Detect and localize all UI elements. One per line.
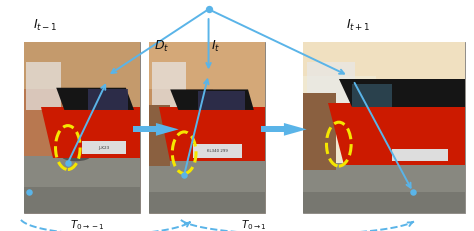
Polygon shape <box>156 123 179 136</box>
Point <box>205 7 212 11</box>
Bar <box>392 149 448 161</box>
Bar <box>26 62 61 110</box>
Polygon shape <box>339 79 465 106</box>
Bar <box>149 42 265 213</box>
Polygon shape <box>41 106 140 158</box>
Bar <box>24 187 140 213</box>
Bar <box>303 42 465 119</box>
Text: $I_{t-1}$: $I_{t-1}$ <box>33 18 58 33</box>
Text: $I_{t+1}$: $I_{t+1}$ <box>346 18 371 33</box>
Bar <box>303 76 376 170</box>
Bar <box>24 89 88 158</box>
Bar <box>149 89 213 158</box>
Text: KL340 299: KL340 299 <box>208 149 228 153</box>
Point <box>26 190 33 194</box>
Bar <box>24 156 140 213</box>
Polygon shape <box>56 88 134 110</box>
Point <box>64 161 72 165</box>
Text: $P$: $P$ <box>203 0 214 3</box>
Bar <box>303 163 465 213</box>
Polygon shape <box>159 106 265 161</box>
Bar <box>152 62 186 110</box>
Point <box>180 173 188 177</box>
Text: $T_{0\rightarrow -1}$: $T_{0\rightarrow -1}$ <box>70 218 105 231</box>
Bar <box>303 192 465 213</box>
Text: $T_{0\rightarrow 1}$: $T_{0\rightarrow 1}$ <box>241 218 266 231</box>
Bar <box>352 84 392 106</box>
Bar <box>303 89 392 158</box>
Bar <box>149 105 170 166</box>
Bar <box>307 62 355 110</box>
Point <box>409 190 417 194</box>
Polygon shape <box>284 123 307 136</box>
Bar <box>149 42 265 119</box>
Bar <box>193 144 242 158</box>
Bar <box>24 42 140 213</box>
Bar <box>303 93 336 170</box>
Text: $D_t$: $D_t$ <box>154 39 169 54</box>
Polygon shape <box>328 103 465 165</box>
Text: $I_t$: $I_t$ <box>211 39 220 54</box>
Ellipse shape <box>62 151 91 161</box>
Bar <box>82 141 126 154</box>
Bar <box>88 89 128 110</box>
Polygon shape <box>170 89 254 110</box>
Text: JLK23: JLK23 <box>98 146 109 149</box>
Bar <box>149 160 265 213</box>
Bar <box>261 127 284 132</box>
Bar <box>133 127 156 132</box>
Bar <box>303 42 465 213</box>
Bar <box>24 42 140 119</box>
Bar <box>149 192 265 213</box>
Bar <box>198 91 245 110</box>
